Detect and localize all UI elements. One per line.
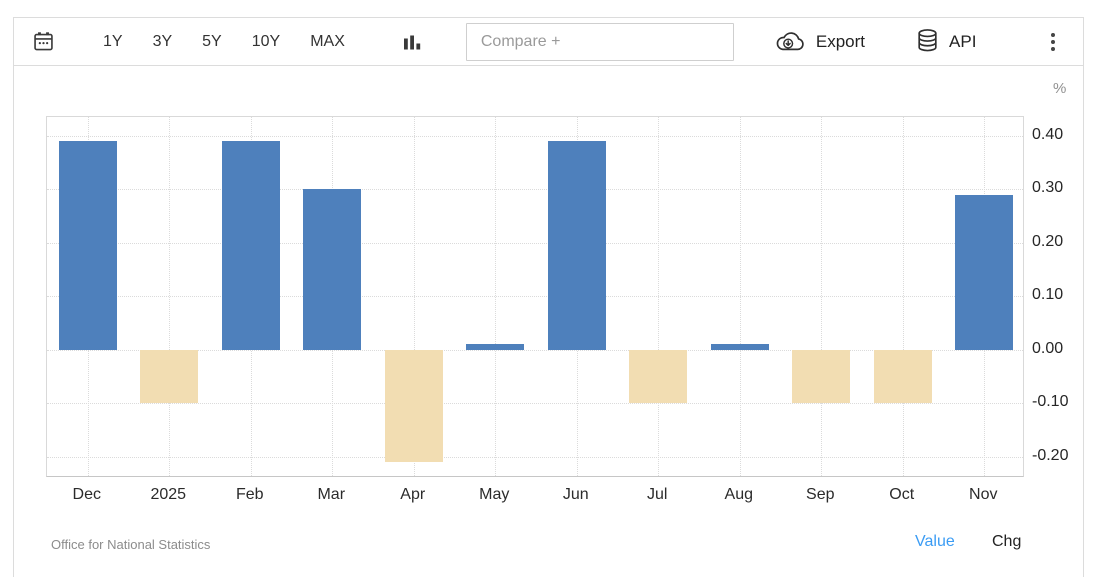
bar-aug[interactable] (710, 344, 769, 350)
period-button-1y[interactable]: 1Y (103, 32, 123, 50)
x-tick-label: Feb (235, 486, 264, 503)
h-gridline (47, 296, 1023, 298)
period-button-3y[interactable]: 3Y (152, 32, 173, 50)
calendar-icon (32, 30, 55, 53)
v-gridline (902, 117, 904, 476)
more-options-button[interactable] (1045, 29, 1061, 55)
database-icon (915, 28, 940, 55)
y-tick-label: -0.10 (1032, 393, 1069, 411)
v-gridline (413, 117, 415, 476)
y-tick-label: 0.10 (1032, 286, 1064, 304)
cloud-download-icon (774, 30, 807, 54)
period-selector: 1Y 3Y 5Y 10Y MAX (103, 33, 345, 51)
h-gridline (47, 189, 1023, 191)
bar-mar[interactable] (303, 189, 362, 350)
y-tick-label: 0.00 (1032, 339, 1064, 357)
x-tick-label: Jun (562, 486, 589, 503)
y-axis-unit-label: % (1053, 80, 1067, 97)
x-tick-label: Aug (724, 486, 753, 503)
bar-jun[interactable] (547, 141, 606, 350)
y-tick-label: 0.20 (1032, 232, 1064, 250)
x-tick-label: Sep (806, 486, 835, 503)
bar-chart-icon (401, 31, 423, 53)
bar-may[interactable] (466, 344, 525, 350)
h-gridline (47, 403, 1023, 405)
h-gridline (47, 456, 1023, 458)
export-label: Export (815, 31, 866, 51)
bar-oct[interactable] (873, 349, 932, 404)
chart-widget: 1Y 3Y 5Y 10Y MAX Export (13, 17, 1084, 577)
period-button-5y[interactable]: 5Y (202, 32, 222, 50)
source-label: Office for National Statistics (51, 537, 211, 552)
v-gridline (169, 117, 171, 476)
chg-toggle-button[interactable]: Chg (992, 533, 1022, 550)
v-gridline (658, 117, 660, 476)
toolbar: 1Y 3Y 5Y 10Y MAX Export (14, 18, 1083, 66)
y-tick-label: -0.20 (1032, 446, 1069, 464)
bar-apr[interactable] (384, 349, 443, 462)
x-tick-label: 2025 (150, 486, 187, 503)
period-button-10y[interactable]: 10Y (251, 32, 281, 50)
bar-2025[interactable] (140, 349, 199, 404)
bar-feb[interactable] (221, 141, 280, 350)
v-gridline (739, 117, 741, 476)
v-gridline (495, 117, 497, 476)
export-button[interactable]: Export (774, 30, 865, 54)
x-tick-label: May (479, 486, 510, 503)
value-toggle-button[interactable]: Value (915, 533, 955, 550)
x-tick-label: Oct (889, 486, 915, 503)
h-gridline (47, 242, 1023, 244)
h-gridline (47, 135, 1023, 137)
period-button-max[interactable]: MAX (310, 32, 345, 50)
api-button[interactable]: API (915, 28, 976, 55)
x-tick-label: Nov (969, 486, 998, 503)
plot-area[interactable] (46, 116, 1024, 477)
v-gridline (821, 117, 823, 476)
chart-type-button[interactable] (401, 31, 423, 53)
x-tick-label: Dec (72, 486, 101, 503)
api-label: API (949, 31, 977, 51)
x-tick-label: Jul (647, 486, 668, 503)
bar-dec[interactable] (58, 141, 117, 350)
kebab-menu-icon (1051, 32, 1055, 51)
calendar-button[interactable] (32, 30, 55, 53)
bar-sep[interactable] (792, 349, 851, 404)
bar-nov[interactable] (955, 194, 1014, 350)
chart-area: % Office for National Statistics Value C… (14, 66, 1083, 577)
y-tick-label: 0.40 (1032, 125, 1064, 143)
h-gridline (47, 349, 1023, 351)
y-tick-label: 0.30 (1032, 179, 1064, 197)
compare-input[interactable] (465, 22, 734, 61)
bar-jul[interactable] (629, 349, 688, 404)
x-tick-label: Mar (317, 486, 346, 503)
x-tick-label: Apr (400, 486, 426, 503)
